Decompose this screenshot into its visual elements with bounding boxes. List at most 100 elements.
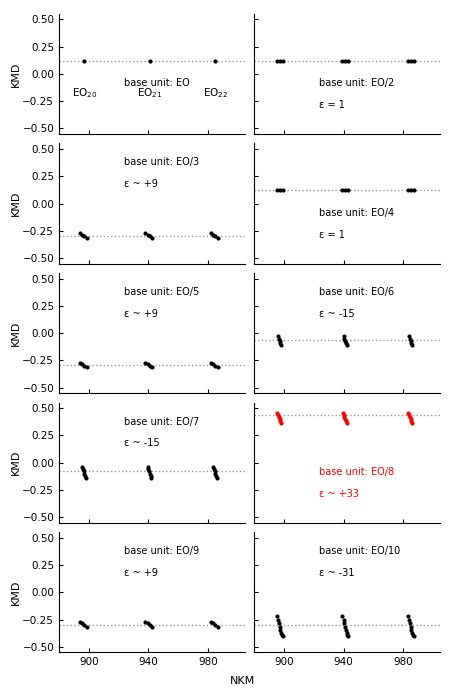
Point [145,466,153,477]
Point [142,357,149,368]
Point [145,464,152,475]
Y-axis label: KMD: KMD [11,579,21,605]
Point [408,625,415,636]
Point [214,362,221,373]
Point [83,621,90,632]
Point [81,360,88,371]
Point [277,337,284,348]
Point [406,334,414,345]
Point [275,412,282,423]
Point [277,627,285,638]
Point [79,618,86,629]
Text: EO$_{22}$: EO$_{22}$ [202,86,228,100]
Point [344,630,351,641]
Point [277,625,284,636]
Point [81,468,88,479]
Point [406,618,414,629]
Point [210,464,217,475]
Point [214,232,221,244]
Text: base unit: EO/6: base unit: EO/6 [320,287,395,297]
Point [274,407,281,418]
Point [148,362,156,373]
Point [83,232,90,244]
Point [340,409,347,421]
Point [341,334,348,345]
Point [341,414,349,425]
Point [410,185,417,196]
Point [341,412,348,423]
Point [81,230,88,242]
Point [207,616,214,627]
Point [341,618,348,629]
Point [209,359,217,370]
Point [146,360,153,371]
Point [275,615,282,626]
Point [279,630,286,641]
Point [144,359,151,370]
Point [408,416,415,427]
Point [404,185,411,196]
Point [81,56,88,67]
Point [76,228,84,239]
Point [276,56,283,67]
Point [407,621,414,632]
Text: base unit: EO/9: base unit: EO/9 [124,546,199,557]
Point [277,418,285,429]
Point [142,616,149,627]
Text: ε ~ -15: ε ~ -15 [320,309,355,319]
Point [82,473,89,484]
Point [148,232,156,244]
Y-axis label: KMD: KMD [11,61,21,87]
Point [207,357,214,368]
Point [79,464,86,475]
Point [212,56,219,67]
Point [345,185,352,196]
Point [279,56,286,67]
Point [209,462,217,473]
Point [76,616,84,627]
Point [81,471,89,482]
Text: base unit: EO/5: base unit: EO/5 [124,287,199,297]
Point [342,625,350,636]
Point [407,335,414,346]
Point [405,409,413,421]
Point [273,611,280,622]
Y-axis label: KMD: KMD [11,191,21,217]
Point [276,621,283,632]
Point [341,56,349,67]
Point [146,468,153,479]
Point [76,357,84,368]
Point [407,185,414,196]
Point [273,56,280,67]
Point [340,615,347,626]
Y-axis label: KMD: KMD [11,450,21,475]
Text: EO$_{21}$: EO$_{21}$ [137,86,163,100]
Point [341,621,349,632]
Point [277,339,285,350]
Text: NKM: NKM [230,676,256,686]
Text: base unit: EO/7: base unit: EO/7 [124,416,199,427]
Point [146,230,153,242]
Text: base unit: EO/3: base unit: EO/3 [124,158,199,167]
Point [339,407,346,418]
Y-axis label: KMD: KMD [11,321,21,346]
Point [409,627,416,638]
Text: base unit: EO/8: base unit: EO/8 [320,467,395,477]
Point [212,230,219,242]
Point [341,335,349,346]
Point [406,412,414,423]
Text: base unit: EO/2: base unit: EO/2 [320,78,395,88]
Point [339,185,346,196]
Point [81,620,88,631]
Text: base unit: EO/10: base unit: EO/10 [320,546,401,557]
Point [407,414,414,425]
Point [409,418,416,429]
Point [275,618,282,629]
Point [144,618,151,629]
Text: ε ~ +9: ε ~ +9 [124,309,158,319]
Point [345,56,352,67]
Point [213,473,220,484]
Point [211,466,218,477]
Point [276,335,283,346]
Point [212,468,219,479]
